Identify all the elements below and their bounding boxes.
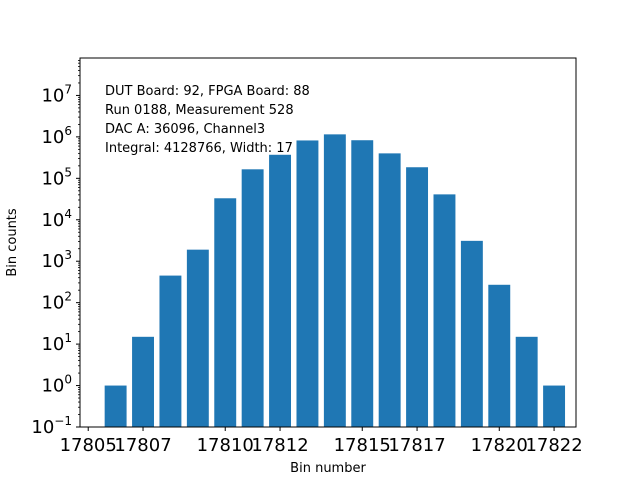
bar-17812 (269, 154, 292, 427)
bar-17817 (406, 167, 429, 427)
x-tick-label: 17820 (471, 435, 528, 456)
y-tick-label: 100 (41, 373, 72, 397)
bar-17811 (241, 169, 264, 427)
y-axis-label: Bin counts (5, 208, 20, 277)
y-tick-label: 102 (41, 290, 72, 314)
annotation-line: DUT Board: 92, FPGA Board: 88 (105, 84, 310, 99)
annotation-box: DUT Board: 92, FPGA Board: 88 Run 0188, M… (105, 84, 310, 156)
y-tick-label: 104 (41, 207, 72, 231)
bar-17810 (214, 198, 237, 427)
y-tick-label: 10−1 (31, 414, 72, 438)
y-tick-label: 106 (41, 124, 72, 148)
y-tick-label: 101 (41, 331, 72, 355)
bar-17809 (186, 249, 209, 427)
annotation-line: Integral: 4128766, Width: 17 (105, 141, 293, 156)
x-tick-label: 17805 (60, 435, 117, 456)
bar-17822 (543, 385, 566, 427)
bar-17813 (296, 140, 319, 427)
y-tick-label: 107 (41, 82, 72, 106)
bar-17814 (323, 134, 346, 428)
plot-frame (79, 57, 577, 428)
x-tick-label: 17810 (197, 435, 254, 456)
x-tick-label: 17812 (251, 435, 308, 456)
x-tick-label: 17807 (114, 435, 171, 456)
bar-17818 (433, 194, 456, 427)
bar-17807 (132, 336, 154, 427)
bar-17816 (378, 153, 401, 427)
annotation-line: Run 0188, Measurement 528 (105, 103, 294, 118)
y-axis-ticks: 10−1 100 101 102 103 104 105 106 107 (31, 82, 80, 438)
bar-17808 (159, 275, 182, 427)
annotation-line: DAC A: 36096, Channel3 (105, 122, 265, 137)
bars-group (104, 134, 566, 428)
y-tick-label: 103 (41, 248, 72, 272)
x-tick-label: 17822 (525, 435, 582, 456)
bar-17815 (351, 140, 374, 427)
x-tick-label: 17817 (388, 435, 445, 456)
bar-17821 (515, 336, 538, 427)
x-axis-label: Bin number (290, 461, 366, 476)
x-tick-label: 17815 (334, 435, 391, 456)
bar-17819 (460, 240, 483, 427)
bar-17806 (104, 385, 127, 427)
y-tick-label: 105 (41, 165, 72, 189)
bar-17820 (488, 284, 511, 427)
